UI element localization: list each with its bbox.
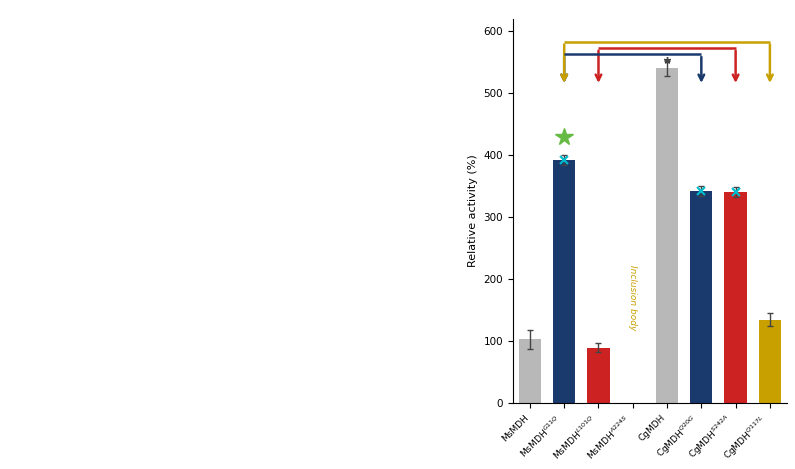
Bar <box>519 340 541 403</box>
Bar <box>553 160 576 403</box>
Bar <box>656 68 678 403</box>
Bar <box>758 319 781 403</box>
Bar <box>588 348 610 403</box>
Y-axis label: Relative activity (%): Relative activity (%) <box>468 155 478 267</box>
Bar <box>690 191 712 403</box>
Text: Inclusion body: Inclusion body <box>628 265 638 331</box>
Bar <box>724 192 747 403</box>
